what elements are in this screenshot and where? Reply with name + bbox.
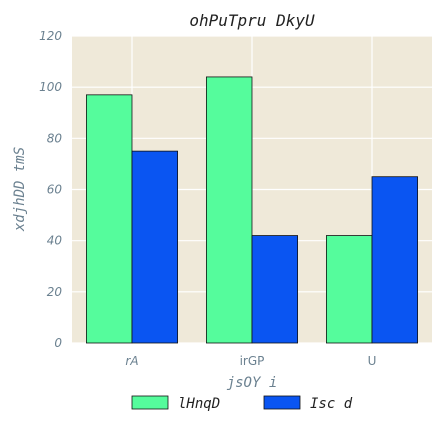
y-tick-label: 120 [39,29,62,43]
y-axis-ticks: 0 20 40 60 80 100 120 [39,29,62,350]
y-tick-label: 60 [47,183,63,197]
bar-Isc-d-rA [131,150,178,344]
bar-lHnqD-U [325,235,373,344]
x-tick-label: irGP [240,354,265,368]
bar-lHnqD-irGP [205,76,253,344]
x-axis-label: jsOY i [227,375,278,391]
legend: lHnqD Isc d [131,395,353,412]
chart-title: ohPuTpru DkyU [189,11,315,30]
y-tick-label: 0 [54,336,62,350]
y-tick-label: 20 [47,285,63,299]
bar-Isc-d-irGP [251,235,298,344]
y-tick-label: 80 [47,131,63,145]
bars-group [86,76,418,344]
legend-label: lHnqD [178,396,220,412]
x-tick-label: rA [125,354,138,368]
bar-Isc-d-U [371,176,418,344]
x-axis-ticks: rA irGP U [125,354,376,368]
y-axis-label: xdjhDD tmS [12,147,28,232]
y-tick-label: 100 [39,80,62,94]
legend-label: Isc d [310,396,353,412]
legend-swatch [263,395,301,410]
x-tick-label: U [368,354,377,368]
y-tick-label: 40 [47,234,63,248]
legend-swatch [131,395,169,410]
bar-lHnqD-rA [86,94,133,344]
